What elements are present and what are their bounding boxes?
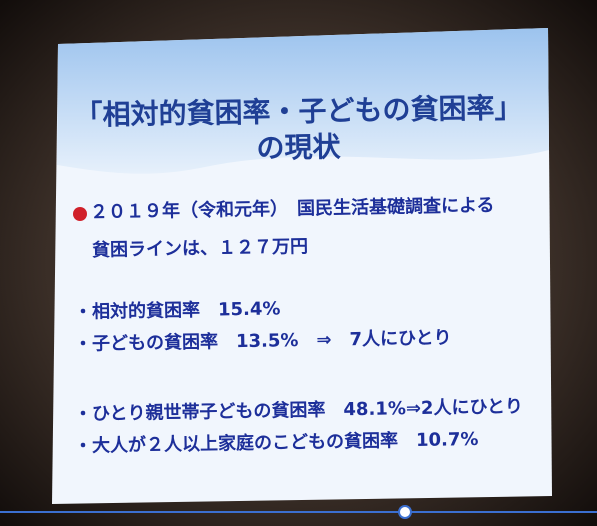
bullet [73, 207, 87, 221]
screen: 「相対的貧困率・子どもの貧困率」 の現状 ２０１９年（令和元年） 国民生活基礎調… [0, 0, 597, 526]
text-line: ・相対的貧困率 15.4% [74, 294, 281, 324]
text-line: 貧困ラインは、１２７万円 [92, 232, 308, 262]
progress-handle[interactable] [399, 506, 411, 518]
